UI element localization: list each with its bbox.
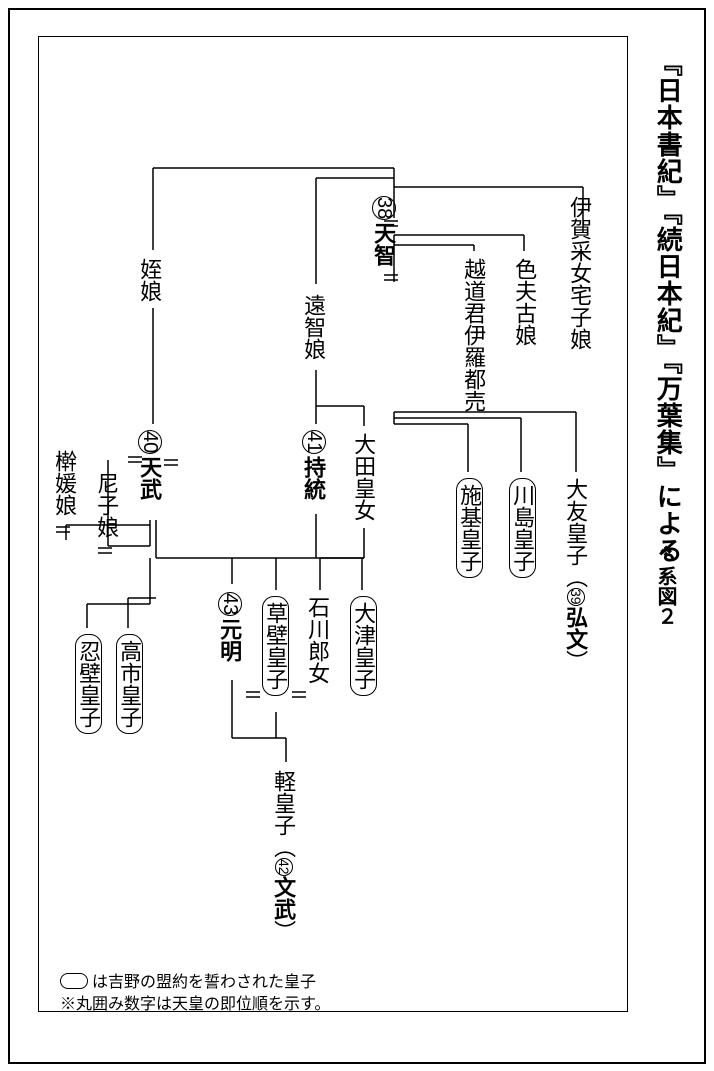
person-ota: 大田皇女	[352, 433, 375, 521]
prince-takechi: 高市皇子	[116, 634, 143, 734]
prince-kawashima: 川島皇子	[509, 478, 536, 578]
person-amako: 尼子娘	[95, 472, 118, 538]
person-ishikawa: 石川郎女	[306, 596, 329, 684]
emperor-40: 天武	[138, 456, 161, 500]
emperor-43: 元明	[218, 618, 241, 662]
person-mei: 姪娘	[138, 258, 161, 302]
prince-otsu: 大津皇子	[350, 596, 377, 696]
prince-otomo: 大友皇子（39弘文）	[564, 478, 587, 672]
person-shibu: 色夫古娘	[513, 258, 536, 346]
prince-kusakabe: 草壁皇子	[262, 596, 289, 696]
person-koshi: 越道君伊羅都売	[462, 258, 485, 412]
prince-shiki: 施基皇子	[456, 478, 483, 578]
emperor-38: 天智	[372, 222, 395, 266]
footer-line-0: は吉野の盟約を誓わされた皇子	[60, 968, 316, 992]
emperor-num-40: 40	[138, 430, 162, 456]
person-ochime: 遠智娘	[302, 294, 325, 360]
person-iga: 伊賀采女宅子娘	[568, 196, 591, 350]
prince-osakabe: 忍壁皇子	[75, 634, 102, 734]
person-kak: 檊媛娘	[53, 450, 76, 516]
emperor-num-41: 41	[302, 430, 326, 456]
emperor-41: 持統	[302, 456, 325, 500]
prince-karu: 軽皇子（42文武）	[272, 770, 295, 942]
emperor-num-43: 43	[218, 592, 242, 618]
emperor-num-38: 38	[372, 196, 396, 222]
footer-line-1: ※丸囲み数字は天皇の即位順を示す。	[60, 990, 330, 1014]
genealogy-diagram: 『日本書紀』『続日本紀』『万葉集』による❖系図２38天智40天武41持統43元明…	[0, 0, 714, 1071]
